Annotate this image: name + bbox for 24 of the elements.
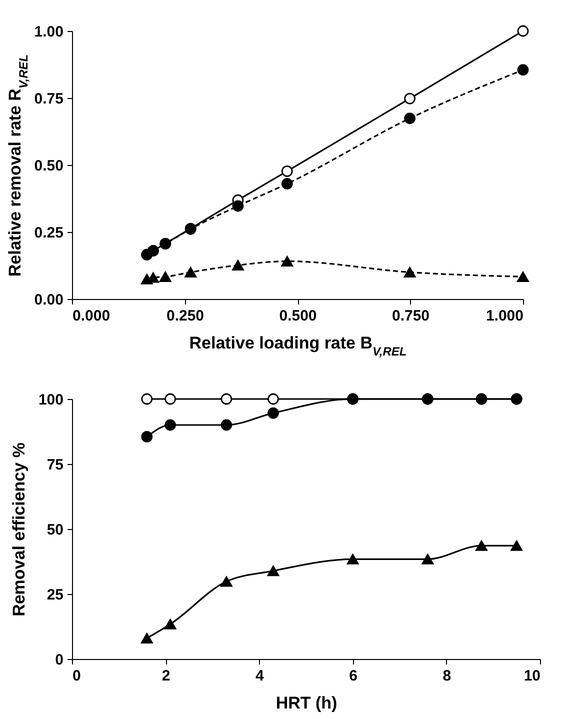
x-tick-label: 10	[524, 668, 540, 684]
x-tick-label: 6	[349, 668, 358, 684]
x-tick-label: 4	[256, 668, 265, 684]
y-tick-label: 25	[46, 586, 64, 604]
x-tick-label: 0.750	[392, 308, 430, 324]
x-tick-label: 0	[72, 668, 81, 684]
y-tick-label: 50	[46, 522, 64, 538]
y-tick-label: 0.50	[34, 158, 64, 174]
x-tick-label: 0.000	[72, 308, 110, 324]
y-tick-label: 100	[38, 392, 64, 408]
y-tick-label: 0.25	[34, 224, 64, 242]
x-tick-label: 0.250	[166, 308, 204, 324]
y-axis-title: Removal efficiency %	[9, 442, 28, 616]
x-axis-title: HRT (h)	[276, 694, 338, 712]
y-tick-label: 1.00	[34, 24, 64, 40]
x-tick-label: 1.000	[486, 308, 524, 324]
x-axis-title: Relative loading rate B$_{V,REL}$	[189, 334, 407, 358]
x-tick-label: 2	[162, 668, 170, 684]
x-tick-label: 0.500	[279, 308, 317, 324]
y-tick-label: 75	[46, 456, 64, 474]
y-tick-label: 0.00	[34, 292, 64, 308]
y-tick-label: 0	[55, 652, 64, 668]
y-tick-label: 0.75	[34, 90, 64, 108]
x-tick-label: 8	[442, 668, 452, 684]
